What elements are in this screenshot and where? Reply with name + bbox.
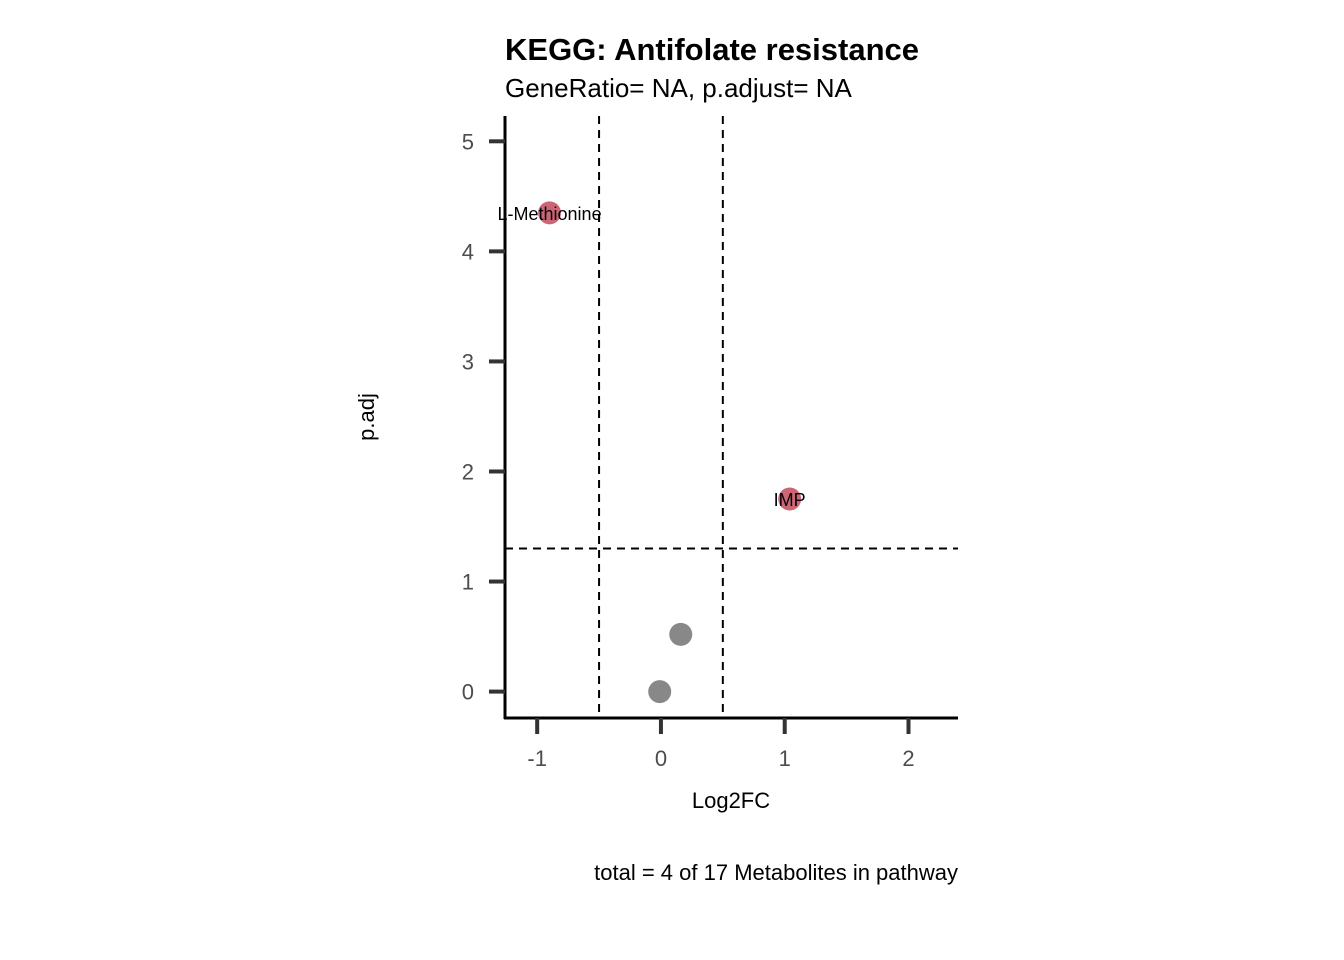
y-tick-label-3: 3 <box>462 349 474 374</box>
data-point-1 <box>778 487 802 511</box>
x-tick-label-1: 0 <box>655 746 667 771</box>
chart-title: KEGG: Antifolate resistance <box>505 32 920 67</box>
x-tick-label-3: 2 <box>902 746 914 771</box>
data-point-3 <box>648 680 672 704</box>
y-tick-label-4: 4 <box>462 239 474 264</box>
y-tick-label-5: 5 <box>462 129 474 154</box>
chart-subtitle: GeneRatio= NA, p.adjust= NA <box>505 73 852 103</box>
point-label-1: IMP <box>774 490 806 510</box>
data-point-0 <box>538 201 562 225</box>
y-tick-label-1: 1 <box>462 570 474 595</box>
x-tick-label-2: 1 <box>779 746 791 771</box>
x-tick-label-0: -1 <box>527 746 547 771</box>
point-label-0: L-Methionine <box>498 204 602 224</box>
data-point-2 <box>669 622 693 646</box>
chart-caption: total = 4 of 17 Metabolites in pathway <box>594 860 958 885</box>
x-axis-label: Log2FC <box>691 788 771 813</box>
y-tick-label-0: 0 <box>462 680 474 705</box>
y-tick-label-2: 2 <box>462 459 474 484</box>
